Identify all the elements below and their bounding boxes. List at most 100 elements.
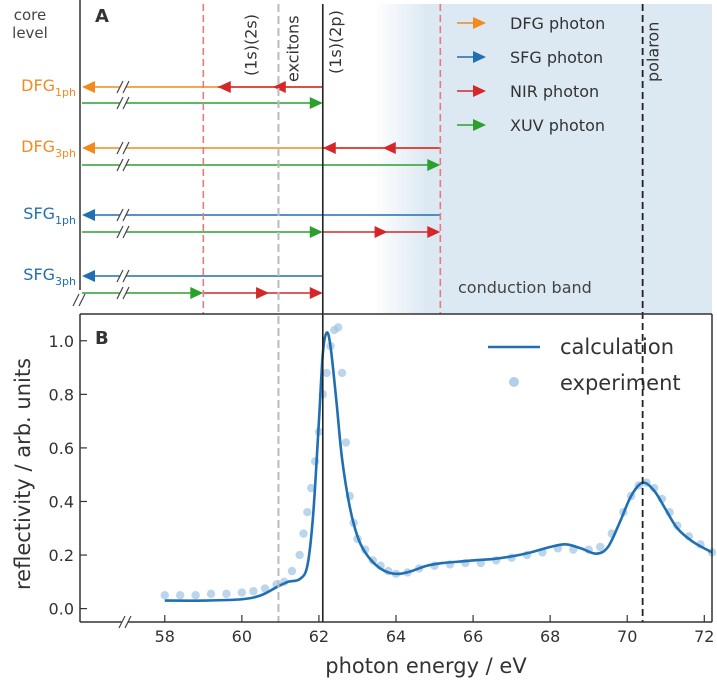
axis-break-bottom-gap [117,95,129,111]
row-label-base: DFG [21,76,55,95]
axis-break-bottom-mark-1 [116,225,124,239]
axis-break-top-gap [117,79,129,95]
axis-break-bottom-mark-1 [116,96,124,110]
transition-row-3 [82,207,441,240]
axis-break-top-gap [117,140,129,156]
y-tick-label-1: 0.2 [49,546,74,565]
experiment-point [260,584,270,593]
exciton-1s2s-label: (1s)(2s) [241,14,260,76]
axis-break-top-mark-2 [122,80,130,94]
legend-a-arrowhead [473,85,486,97]
bottom-axis-break-mark-1 [118,615,126,629]
legend-b-experiment-swatch [509,377,519,387]
axis-break-top-gap [117,268,129,284]
y-tick-label-4: 0.8 [49,385,74,404]
row-label-sub: 3ph [55,147,76,160]
panel-b: B 0.0 0.2 0.4 0.6 0.8 1.0 58 60 62 64 66 68 70 72 photo… [11,323,717,678]
experiment-point [222,589,231,599]
experiment-point [322,368,331,378]
row-label-3: SFG1ph [23,204,76,227]
legend-a-item-2: SFG photon [457,48,603,67]
xuv-arrowhead [309,226,323,238]
x-tick-label-4: 66 [463,627,483,646]
output-photon-arrowhead [82,142,95,154]
axis-break-top-mark-1 [116,269,124,283]
x-tick-label-3: 64 [386,627,406,646]
nir-arrowhead-2 [272,81,286,93]
y-tick-label-3: 0.6 [49,439,74,458]
legend-b-calculation-label: calculation [560,335,674,359]
experiment-point [191,591,200,600]
legend-a-arrowhead [473,51,486,63]
xuv-arrowhead [427,159,441,171]
experiment-point [287,566,297,576]
axis-break-bottom-mark-1 [116,158,124,172]
bottom-axis-break-mark-2 [124,615,132,629]
nir-arrowhead-2 [382,142,396,154]
axis-break-bottom-mark-2 [122,286,130,300]
conduction-band-region [373,4,712,314]
legend-a-item-3: NIR photon [457,82,599,101]
legend-a-label: NIR photon [510,82,599,101]
row-label-base: SFG [23,265,55,284]
x-tick-label-2: 62 [309,627,329,646]
row-label-base: SFG [23,204,55,223]
polaron-label: polaron [644,22,663,82]
legend-a-arrowhead [473,119,486,131]
axis-break-bottom-mark-1 [116,286,124,300]
core-level-label-1: core [14,6,47,24]
x-tick-label-0: 58 [155,627,175,646]
axis-break-top-mark-2 [122,141,130,155]
row-label-sub: 1ph [55,86,76,99]
left-axis-break-mark-1 [72,293,80,307]
legend-a-item-1: DFG photon [457,14,605,33]
axis-break-top-mark-1 [116,80,124,94]
experiment-point [303,507,312,517]
experiment-point [596,542,605,552]
calculation-line [164,331,713,602]
row-label-sub: 1ph [55,214,76,227]
experiment-point [337,368,347,378]
experiment-point [175,591,185,600]
axis-break-bottom-gap [117,285,129,301]
row-label-2: DFG3ph [21,137,76,160]
axis-break-bottom-mark-2 [122,158,130,172]
xuv-arrowhead [190,287,204,299]
axis-break-bottom-gap [117,224,129,240]
row-label-4: SFG3ph [23,265,76,288]
legend-a-label: XUV photon [510,116,605,135]
panel-b-label: B [95,328,109,349]
left-axis-break-mark-2 [78,293,86,307]
excitons-label: excitons [283,15,302,82]
legend-a-arrowhead [473,17,486,29]
row-label-sub: 3ph [55,275,76,288]
axis-break-top-mark-1 [116,141,124,155]
panel-a-label: A [95,6,109,27]
legend-a-item-4: XUV photon [457,116,605,135]
conduction-band-label: conduction band [458,278,592,297]
axis-break-top-mark-2 [122,208,130,222]
legend-b-experiment-label: experiment [560,371,681,395]
x-axis-title: photon energy / eV [325,654,527,678]
x-tick-label-5: 68 [540,627,560,646]
experiment-point [249,587,258,596]
experiment-point [295,550,304,560]
nir-arrowhead-1 [217,81,231,93]
experiment-point [299,529,308,538]
axis-break-bottom-gap [117,157,129,173]
x-tick-label-7: 72 [694,627,714,646]
left-axis-break-gap [73,292,85,308]
row-label-base: DFG [21,137,55,156]
transition-row-4 [82,268,323,301]
nir-arrowhead-end-1 [309,287,323,299]
annotations [72,0,713,630]
experiment-point [206,589,216,599]
transition-row-1 [82,79,323,111]
y-tick-label-5: 1.0 [49,332,74,351]
axis-break-bottom-mark-2 [122,225,130,239]
axis-break-top-mark-1 [116,208,124,222]
x-tick-label-6: 70 [617,627,637,646]
experiment-point [307,483,316,493]
